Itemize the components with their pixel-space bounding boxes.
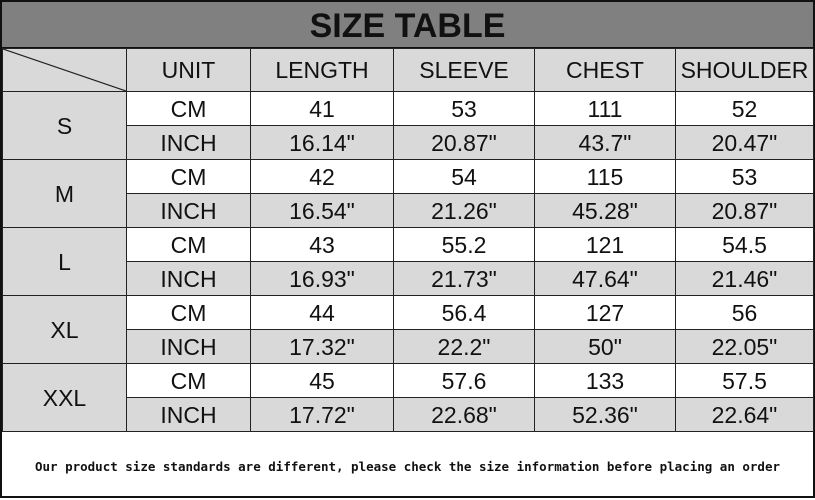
cell-unit: INCH bbox=[126, 125, 251, 160]
cell-length: 41 bbox=[250, 91, 394, 126]
cell-shoulder: 54.5 bbox=[675, 227, 814, 262]
cell-sleeve: 53 bbox=[393, 91, 535, 126]
cell-shoulder: 57.5 bbox=[675, 363, 814, 398]
cell-shoulder: 53 bbox=[675, 159, 814, 194]
cell-sleeve: 57.6 bbox=[393, 363, 535, 398]
cell-length: 44 bbox=[250, 295, 394, 330]
table-row-m-cm: M CM 42 54 115 53 bbox=[2, 159, 814, 228]
cell-length: 17.32" bbox=[250, 329, 394, 364]
cell-shoulder: 20.47" bbox=[675, 125, 814, 160]
header-unit: UNIT bbox=[126, 48, 251, 92]
cell-chest: 121 bbox=[534, 227, 676, 262]
table-row-xl-inch: INCH 17.32" 22.2" 50" 22.05" bbox=[3, 329, 814, 364]
size-label: XXL bbox=[2, 363, 127, 432]
cell-unit: CM bbox=[126, 159, 251, 194]
cell-sleeve: 21.73" bbox=[393, 261, 535, 296]
cell-shoulder: 20.87" bbox=[675, 193, 814, 228]
table-row-s-cm: S CM 41 53 111 52 bbox=[2, 91, 814, 160]
table-title: SIZE TABLE bbox=[2, 2, 813, 48]
cell-length: 16.54" bbox=[250, 193, 394, 228]
cell-unit: INCH bbox=[126, 329, 251, 364]
table-row-m-inch: INCH 16.54" 21.26" 45.28" 20.87" bbox=[3, 193, 814, 228]
cell-unit: CM bbox=[126, 295, 251, 330]
cell-unit: CM bbox=[126, 91, 251, 126]
header-length: LENGTH bbox=[250, 48, 394, 92]
header-chest: CHEST bbox=[534, 48, 676, 92]
cell-sleeve: 22.68" bbox=[393, 397, 535, 432]
cell-sleeve: 21.26" bbox=[393, 193, 535, 228]
cell-length: 43 bbox=[250, 227, 394, 262]
cell-sleeve: 56.4 bbox=[393, 295, 535, 330]
cell-unit: INCH bbox=[126, 193, 251, 228]
size-label: M bbox=[2, 159, 127, 228]
cell-sleeve: 22.2" bbox=[393, 329, 535, 364]
cell-chest: 52.36" bbox=[534, 397, 676, 432]
cell-unit: INCH bbox=[126, 397, 251, 432]
cell-shoulder: 56 bbox=[675, 295, 814, 330]
footer-note: Our product size standards are different… bbox=[34, 458, 781, 474]
cell-chest: 127 bbox=[534, 295, 676, 330]
size-label: S bbox=[2, 91, 127, 160]
cell-sleeve: 54 bbox=[393, 159, 535, 194]
cell-chest: 133 bbox=[534, 363, 676, 398]
size-table: UNIT LENGTH SLEEVE CHEST SHOULDER S CM 41 5… bbox=[2, 48, 814, 432]
cell-length: 16.14" bbox=[250, 125, 394, 160]
header-shoulder: SHOULDER bbox=[675, 48, 814, 92]
diagonal-corner-cell bbox=[2, 48, 127, 92]
size-label: XL bbox=[2, 295, 127, 364]
cell-length: 42 bbox=[250, 159, 394, 194]
cell-unit: CM bbox=[126, 227, 251, 262]
header-sleeve: SLEEVE bbox=[393, 48, 535, 92]
table-row-l-cm: L CM 43 55.2 121 54.5 bbox=[2, 227, 814, 296]
cell-chest: 43.7" bbox=[534, 125, 676, 160]
cell-sleeve: 20.87" bbox=[393, 125, 535, 160]
cell-shoulder: 22.05" bbox=[675, 329, 814, 364]
size-label: L bbox=[2, 227, 127, 296]
cell-chest: 50" bbox=[534, 329, 676, 364]
cell-length: 17.72" bbox=[250, 397, 394, 432]
cell-shoulder: 21.46" bbox=[675, 261, 814, 296]
cell-length: 16.93" bbox=[250, 261, 394, 296]
table-row-xxl-inch: INCH 17.72" 22.68" 52.36" 22.64" bbox=[3, 397, 814, 432]
table-row-s-inch: INCH 16.14" 20.87" 43.7" 20.47" bbox=[3, 125, 814, 160]
cell-sleeve: 55.2 bbox=[393, 227, 535, 262]
cell-shoulder: 52 bbox=[675, 91, 814, 126]
cell-chest: 45.28" bbox=[534, 193, 676, 228]
cell-unit: CM bbox=[126, 363, 251, 398]
table-row-xl-cm: XL CM 44 56.4 127 56 bbox=[2, 295, 814, 364]
header-row: UNIT LENGTH SLEEVE CHEST SHOULDER bbox=[2, 48, 814, 92]
cell-unit: INCH bbox=[126, 261, 251, 296]
cell-chest: 115 bbox=[534, 159, 676, 194]
cell-chest: 47.64" bbox=[534, 261, 676, 296]
cell-chest: 111 bbox=[534, 91, 676, 126]
cell-shoulder: 22.64" bbox=[675, 397, 814, 432]
cell-length: 45 bbox=[250, 363, 394, 398]
table-row-xxl-cm: XXL CM 45 57.6 133 57.5 bbox=[2, 363, 814, 432]
